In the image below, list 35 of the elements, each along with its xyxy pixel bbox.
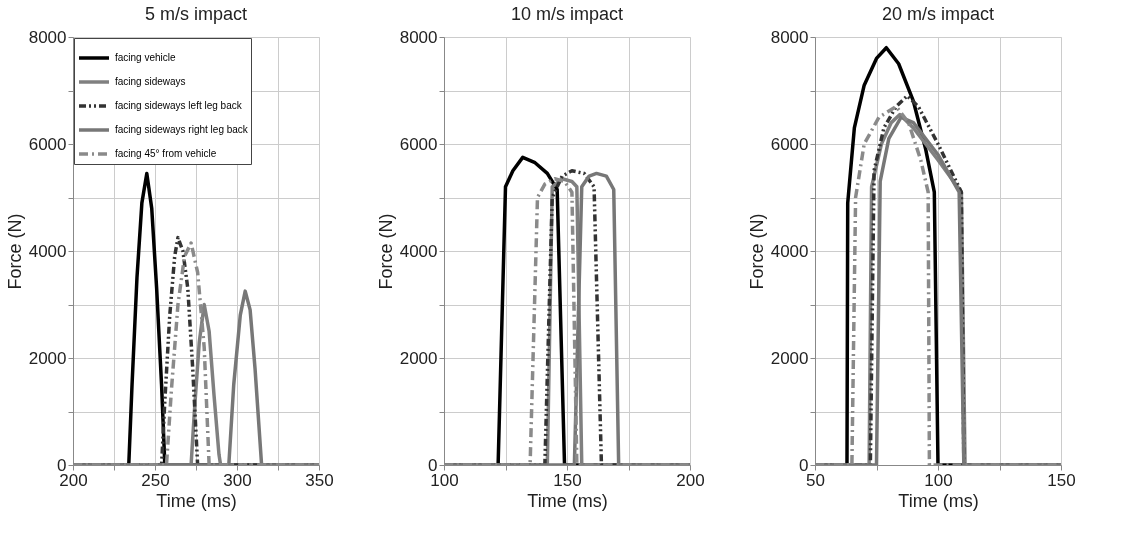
x-axis-title: Time (ms) xyxy=(898,490,979,511)
x-tick-label: 50 xyxy=(806,470,825,490)
legend-label: facing sideways left leg back xyxy=(115,100,243,111)
y-tick-label: 6000 xyxy=(399,134,438,154)
chart-title: 20 m/s impact xyxy=(881,4,995,24)
chart-title: 5 m/s impact xyxy=(144,4,248,24)
y-tick-label: 8000 xyxy=(770,27,809,47)
x-tick-label: 150 xyxy=(553,470,582,490)
x-tick-label: 300 xyxy=(223,470,252,490)
y-tick-label: 2000 xyxy=(28,348,67,368)
y-tick-label: 2000 xyxy=(770,348,809,368)
y-tick-label: 8000 xyxy=(28,27,67,47)
y-axis-title: Force (N) xyxy=(375,213,396,290)
y-tick-label: 4000 xyxy=(399,241,438,261)
legend-label: facing sideways xyxy=(115,76,186,87)
chart-title: 10 m/s impact xyxy=(510,4,624,24)
y-tick-label: 6000 xyxy=(28,134,67,154)
y-tick-label: 4000 xyxy=(770,241,809,261)
x-axis-title: Time (ms) xyxy=(156,490,237,511)
legend-label: facing sideways right leg back xyxy=(115,124,249,135)
y-tick-label: 0 xyxy=(799,455,809,475)
x-axis-title: Time (ms) xyxy=(527,490,608,511)
x-tick-label: 200 xyxy=(676,470,705,490)
x-tick-label: 350 xyxy=(305,470,334,490)
y-tick-label: 8000 xyxy=(399,27,438,47)
legend-label: facing vehicle xyxy=(115,52,177,63)
y-axis-title: Force (N) xyxy=(746,213,767,290)
y-tick-label: 4000 xyxy=(28,241,67,261)
x-tick-label: 100 xyxy=(924,470,953,490)
y-tick-label: 2000 xyxy=(399,348,438,368)
y-tick-label: 6000 xyxy=(770,134,809,154)
legend-label: facing 45° from vehicle xyxy=(115,148,217,159)
x-tick-label: 250 xyxy=(141,470,170,490)
x-tick-label: 150 xyxy=(1047,470,1076,490)
y-axis-title: Force (N) xyxy=(4,213,25,290)
